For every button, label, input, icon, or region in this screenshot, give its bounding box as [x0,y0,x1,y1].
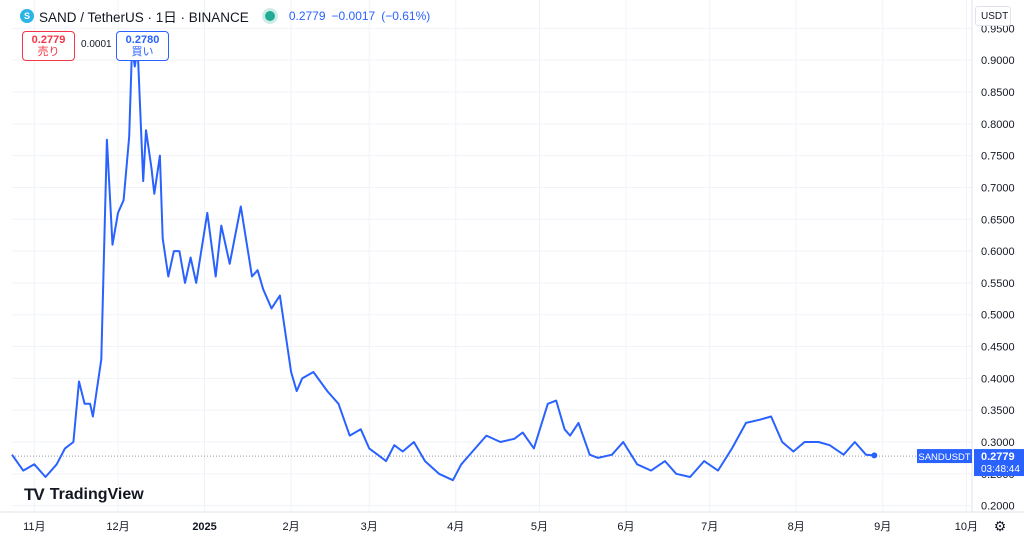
buy-button[interactable]: 0.2780 買い [116,31,169,61]
price-series-line [11,46,875,482]
y-tick-label: 0.2000 [981,501,1015,513]
x-tick-label: 9月 [874,521,891,533]
y-tick-label: 0.5000 [981,310,1015,322]
y-tick-label: 0.4500 [981,342,1015,354]
last-point-marker [871,452,878,459]
buy-price: 0.2780 [125,34,160,46]
x-tick-label: 11月 [23,521,45,533]
x-tick-label: 2025 [192,521,216,533]
price-tag-value: 0.2779 [981,451,1015,463]
symbol-title[interactable]: SAND / TetherUS · 1日 · BINANCE [39,10,249,25]
tradingview-logo-icon: TV [24,485,45,504]
price-tag-countdown: 03:48:44 [981,464,1020,475]
header-last-price: 0.2779 [288,9,326,23]
chart-header: S SAND / TetherUS · 1日 · BINANCE 0.2779 … [20,6,436,26]
x-tick-label: 10月 [955,521,978,533]
y-tick-label: 0.7500 [981,151,1015,163]
x-tick-label: 2月 [283,521,300,533]
y-tick-label: 0.9500 [981,23,1015,35]
y-tick-label: 0.6000 [981,246,1015,258]
y-tick-label: 0.8000 [981,119,1015,131]
spread-value: 0.0001 [81,39,112,50]
header-change: −0.0017 [331,9,376,23]
x-tick-label: 5月 [531,521,548,533]
x-tick-label: 6月 [617,521,634,533]
tradingview-logo[interactable]: TV TradingView [24,485,144,505]
y-tick-label: 0.7000 [981,182,1015,194]
gear-icon[interactable]: ⚙ [993,518,1007,534]
price-tag-bg [974,449,1024,477]
x-tick-label: 4月 [447,521,464,533]
y-tick-label: 0.3000 [981,437,1015,449]
x-tick-label: 12月 [106,521,129,533]
market-open-icon [264,11,275,21]
symbol-tag-label: SANDUSDT [918,452,970,463]
sell-label: 売り [37,46,60,58]
currency-selector[interactable]: USDT [975,6,1011,26]
buy-label: 買い [131,46,154,58]
x-tick-label: 7月 [701,521,718,533]
y-tick-label: 0.6500 [981,214,1015,226]
symbol-tag-bg [917,449,972,464]
header-change-percent: (−0.61%) [381,9,431,23]
sell-button[interactable]: 0.2779 売り [22,31,75,61]
sand-coin-icon: S [20,9,34,23]
tradingview-logo-text: TradingView [49,486,144,503]
x-tick-label: 8月 [788,521,805,533]
y-tick-label: 0.5500 [981,278,1015,290]
sell-price: 0.2779 [31,34,66,46]
x-tick-label: 3月 [361,521,378,533]
y-tick-label: 0.4000 [981,373,1015,385]
y-tick-label: 0.8500 [981,87,1015,99]
y-tick-label: 0.9000 [981,55,1015,67]
y-tick-label: 0.3500 [981,405,1015,417]
